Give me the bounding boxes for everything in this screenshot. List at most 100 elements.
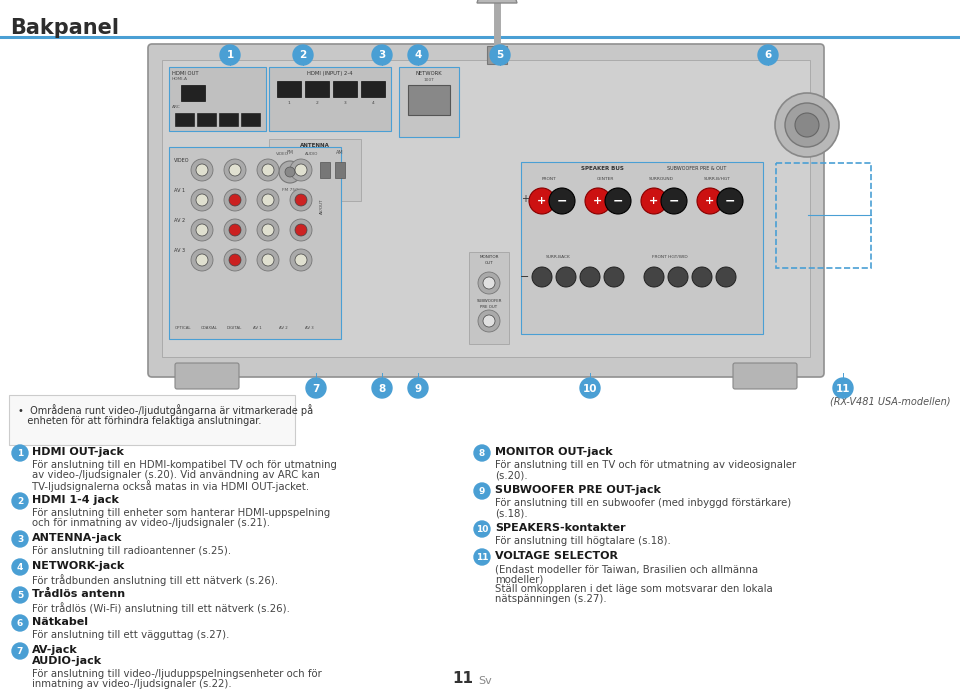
Text: 3: 3 <box>378 50 386 61</box>
Text: 1: 1 <box>17 449 23 457</box>
Circle shape <box>661 188 687 214</box>
Text: SURR.B/HGT: SURR.B/HGT <box>704 177 731 181</box>
Circle shape <box>293 45 313 65</box>
Text: modeller): modeller) <box>495 574 543 584</box>
Text: +: + <box>706 196 714 206</box>
Circle shape <box>692 267 712 287</box>
Circle shape <box>833 378 853 398</box>
Text: AV/OUT: AV/OUT <box>320 198 324 214</box>
Circle shape <box>474 549 490 565</box>
Circle shape <box>12 615 28 631</box>
FancyBboxPatch shape <box>277 81 301 97</box>
Text: OUT: OUT <box>485 261 493 265</box>
Text: AV-jack: AV-jack <box>32 645 78 655</box>
Circle shape <box>372 45 392 65</box>
Text: För anslutning till radioantenner (s.25).: För anslutning till radioantenner (s.25)… <box>32 546 231 556</box>
Text: SPEAKERS-kontakter: SPEAKERS-kontakter <box>495 523 626 533</box>
Circle shape <box>257 249 279 271</box>
Text: 7: 7 <box>312 383 320 394</box>
Text: 2: 2 <box>17 496 23 505</box>
Text: För trådlös (Wi-Fi) anslutning till ett nätverk (s.26).: För trådlös (Wi-Fi) anslutning till ett … <box>32 602 290 614</box>
Text: MONITOR: MONITOR <box>479 255 499 259</box>
Circle shape <box>257 219 279 241</box>
Circle shape <box>290 249 312 271</box>
Text: För anslutning till ett vägguttag (s.27).: För anslutning till ett vägguttag (s.27)… <box>32 630 229 640</box>
FancyBboxPatch shape <box>335 162 345 178</box>
Circle shape <box>529 188 555 214</box>
Text: FRONT HGT/WID: FRONT HGT/WID <box>652 255 687 259</box>
Circle shape <box>556 267 576 287</box>
Text: Ställ omkopplaren i det läge som motsvarar den lokala: Ställ omkopplaren i det läge som motsvar… <box>495 584 773 594</box>
Circle shape <box>196 224 208 236</box>
Circle shape <box>279 161 301 183</box>
Circle shape <box>262 224 274 236</box>
Circle shape <box>12 445 28 461</box>
Text: 1: 1 <box>227 50 233 61</box>
Text: SURR.BACK: SURR.BACK <box>545 255 570 259</box>
Text: DIGITAL: DIGITAL <box>227 326 242 330</box>
Circle shape <box>224 249 246 271</box>
Text: Bakpanel: Bakpanel <box>10 18 119 38</box>
Text: AV 2: AV 2 <box>279 326 288 330</box>
Circle shape <box>785 103 829 147</box>
Text: 11: 11 <box>836 383 851 394</box>
Circle shape <box>490 45 510 65</box>
Circle shape <box>257 159 279 181</box>
Circle shape <box>191 159 213 181</box>
Text: OPTICAL: OPTICAL <box>175 326 191 330</box>
Circle shape <box>795 113 819 137</box>
Circle shape <box>220 45 240 65</box>
Text: NETWORK-jack: NETWORK-jack <box>32 561 124 571</box>
Circle shape <box>262 164 274 176</box>
Circle shape <box>775 93 839 157</box>
FancyBboxPatch shape <box>9 395 295 445</box>
Circle shape <box>196 254 208 266</box>
FancyBboxPatch shape <box>175 112 194 126</box>
Text: TV-ljudsignalerna också matas in via HDMI OUT-jacket.: TV-ljudsignalerna också matas in via HDM… <box>32 480 309 492</box>
Circle shape <box>12 643 28 659</box>
Circle shape <box>229 254 241 266</box>
Text: AUDIO: AUDIO <box>305 152 319 156</box>
Text: ANTENNA-jack: ANTENNA-jack <box>32 533 122 543</box>
Text: HDMI 1-4 jack: HDMI 1-4 jack <box>32 495 119 505</box>
Text: SUBWOOFER PRE & OUT: SUBWOOFER PRE & OUT <box>667 166 727 171</box>
Circle shape <box>12 531 28 547</box>
Circle shape <box>229 194 241 206</box>
Text: VIDEO: VIDEO <box>174 158 189 163</box>
Text: SUBWOOFER PRE OUT-jack: SUBWOOFER PRE OUT-jack <box>495 485 660 495</box>
Circle shape <box>290 159 312 181</box>
Circle shape <box>372 378 392 398</box>
Text: FM: FM <box>286 150 294 155</box>
Circle shape <box>408 378 428 398</box>
Text: För anslutning till en HDMI-kompatibel TV och för utmatning: För anslutning till en HDMI-kompatibel T… <box>32 460 337 470</box>
FancyBboxPatch shape <box>181 85 205 101</box>
Text: 4: 4 <box>372 101 374 105</box>
FancyBboxPatch shape <box>399 67 459 137</box>
Text: För anslutning till en TV och för utmatning av videosignaler: För anslutning till en TV och för utmatn… <box>495 460 796 470</box>
FancyBboxPatch shape <box>241 112 259 126</box>
Circle shape <box>604 267 624 287</box>
Text: CENTER: CENTER <box>596 177 613 181</box>
Circle shape <box>191 249 213 271</box>
Text: 10: 10 <box>476 524 489 533</box>
Text: inmatning av video-/ljudsignaler (s.22).: inmatning av video-/ljudsignaler (s.22). <box>32 679 231 689</box>
Text: AV 2: AV 2 <box>174 218 185 223</box>
Text: ARC: ARC <box>172 105 180 109</box>
Text: 8: 8 <box>479 449 485 457</box>
FancyBboxPatch shape <box>162 60 810 357</box>
Text: HDMI-A: HDMI-A <box>172 77 188 81</box>
Circle shape <box>697 188 723 214</box>
Circle shape <box>532 267 552 287</box>
Text: −: − <box>520 272 530 282</box>
Text: (Endast modeller för Taiwan, Brasilien och allmänna: (Endast modeller för Taiwan, Brasilien o… <box>495 564 758 574</box>
Circle shape <box>483 277 495 289</box>
Circle shape <box>644 267 664 287</box>
Text: För anslutning till högtalare (s.18).: För anslutning till högtalare (s.18). <box>495 536 671 546</box>
Text: av video-/ljudsignaler (s.20). Vid användning av ARC kan: av video-/ljudsignaler (s.20). Vid använ… <box>32 470 320 480</box>
Text: ANTENNA: ANTENNA <box>300 143 330 148</box>
Text: AUDIO-jack: AUDIO-jack <box>32 656 102 666</box>
Circle shape <box>716 267 736 287</box>
Circle shape <box>478 310 500 332</box>
Circle shape <box>224 159 246 181</box>
Text: AV 3: AV 3 <box>174 248 185 253</box>
